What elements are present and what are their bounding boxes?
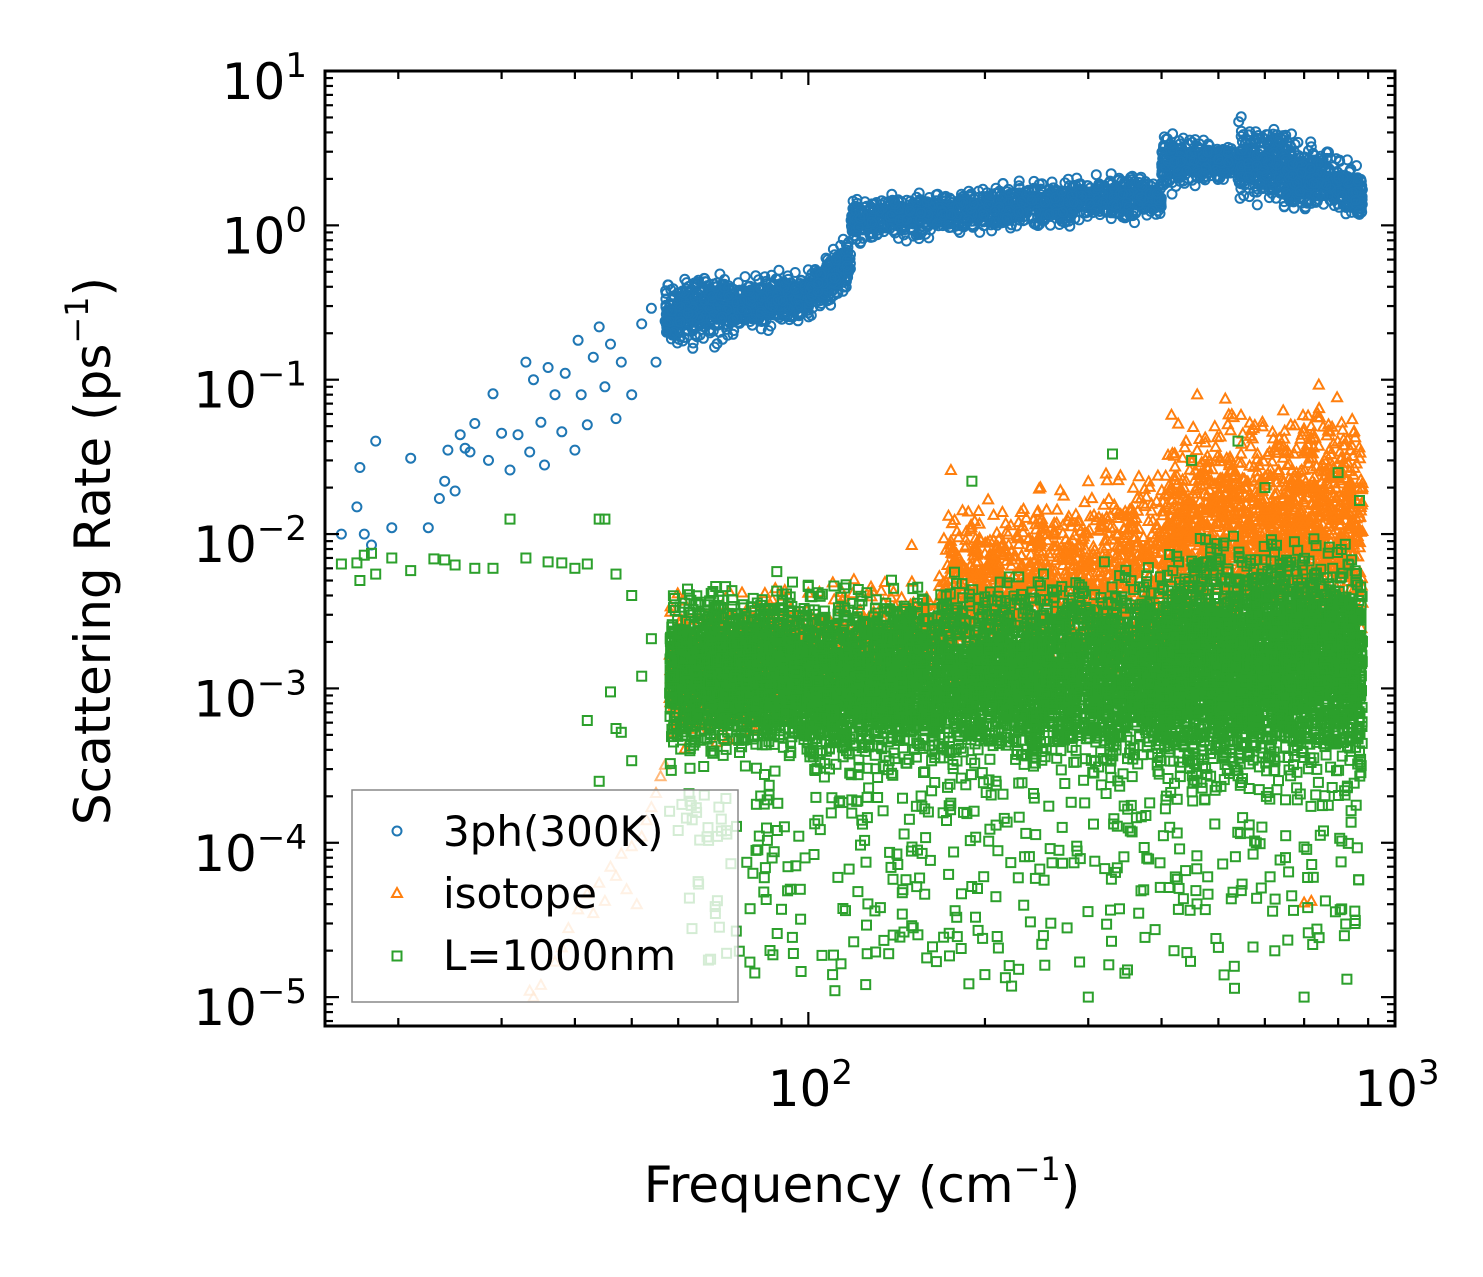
point-3ph — [605, 338, 616, 350]
point-3ph — [1166, 188, 1178, 200]
point-3ph — [575, 389, 587, 401]
point-3ph — [370, 435, 382, 447]
point-3ph — [439, 475, 451, 487]
data-layer — [335, 111, 1370, 1003]
point-3ph — [723, 302, 735, 314]
point-3ph — [524, 446, 536, 458]
point-3ph — [386, 522, 398, 534]
point-3ph — [593, 321, 605, 333]
point-3ph — [1251, 199, 1263, 211]
point-3ph — [739, 271, 751, 283]
point-3ph — [504, 464, 516, 476]
point-3ph — [433, 493, 445, 504]
point-3ph — [358, 528, 370, 540]
point-3ph — [405, 452, 417, 464]
point-3ph — [581, 419, 593, 431]
point-3ph — [351, 501, 363, 513]
series-0 — [335, 111, 1368, 551]
point-3ph — [528, 374, 539, 386]
point-isotope — [937, 531, 951, 544]
point-isotope — [874, 583, 888, 596]
point-3ph — [535, 416, 547, 428]
plot-area — [335, 111, 1370, 1003]
point-3ph — [539, 459, 550, 471]
point-3ph — [687, 342, 699, 354]
point-3ph — [599, 381, 611, 393]
point-3ph — [636, 318, 648, 330]
point-3ph — [469, 418, 481, 429]
point-3ph — [572, 334, 584, 346]
point-isotope — [1132, 469, 1146, 482]
point-3ph — [587, 351, 599, 363]
point-3ph — [549, 389, 561, 401]
point-3ph — [610, 413, 622, 425]
point-3ph — [569, 444, 581, 456]
point-3ph — [442, 444, 454, 456]
point-3ph — [645, 302, 657, 314]
point-3ph — [626, 389, 638, 401]
point-3ph — [512, 429, 524, 441]
point-isotope — [735, 585, 749, 598]
point-3ph — [354, 462, 366, 473]
point-3ph — [542, 362, 554, 373]
point-isotope — [995, 504, 1010, 517]
point-3ph — [483, 454, 494, 466]
point-3ph — [1090, 169, 1102, 181]
point-isotope — [981, 492, 995, 505]
point-3ph — [496, 427, 508, 439]
point-isotope — [1102, 491, 1116, 504]
point-3ph — [615, 356, 627, 368]
point-3ph — [556, 426, 568, 438]
point-3ph — [422, 522, 434, 534]
point-isotope — [986, 507, 1001, 520]
point-3ph — [789, 267, 801, 278]
point-3ph — [776, 313, 788, 325]
point-3ph — [759, 271, 771, 283]
point-3ph — [559, 367, 571, 379]
point-3ph — [520, 356, 532, 368]
point-3ph — [487, 388, 499, 400]
point-3ph — [650, 356, 662, 368]
point-3ph — [454, 429, 466, 441]
point-isotope — [1050, 502, 1064, 515]
point-3ph — [449, 485, 461, 497]
